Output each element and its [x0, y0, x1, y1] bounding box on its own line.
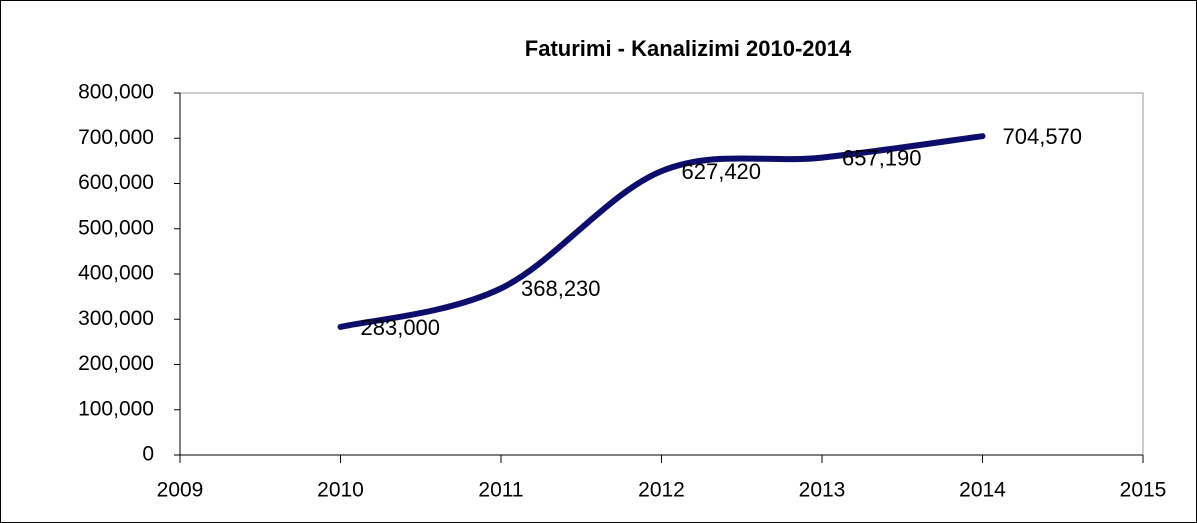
y-tick-label: 100,000	[78, 397, 154, 420]
x-tick-label: 2015	[1120, 479, 1167, 502]
y-tick-label: 300,000	[78, 307, 154, 330]
x-tick-label: 2014	[959, 479, 1006, 502]
data-label: 368,230	[521, 276, 601, 301]
data-label: 704,570	[1003, 124, 1083, 149]
x-tick-label: 2011	[478, 479, 523, 502]
data-label: 657,190	[842, 145, 922, 170]
y-tick-label: 800,000	[78, 81, 154, 104]
x-tick-label: 2012	[638, 479, 685, 502]
data-label: 283,000	[361, 315, 441, 340]
y-tick-label: 500,000	[78, 216, 154, 239]
plot-area-border	[180, 92, 1144, 455]
y-tick-label: 0	[142, 443, 154, 466]
line	[337, 133, 986, 330]
x-tick-label: 2010	[317, 479, 364, 502]
x-tick-label: 2009	[157, 479, 204, 502]
y-tick-label: 700,000	[78, 126, 154, 149]
y-tick-label: 200,000	[78, 352, 154, 375]
x-tick-label: 2013	[799, 479, 846, 502]
chart-title: Faturimi - Kanalizimi 2010-2014	[525, 36, 852, 61]
data-label: 627,420	[682, 159, 762, 184]
y-tick-label: 600,000	[78, 171, 154, 194]
y-tick-label: 400,000	[78, 262, 154, 285]
